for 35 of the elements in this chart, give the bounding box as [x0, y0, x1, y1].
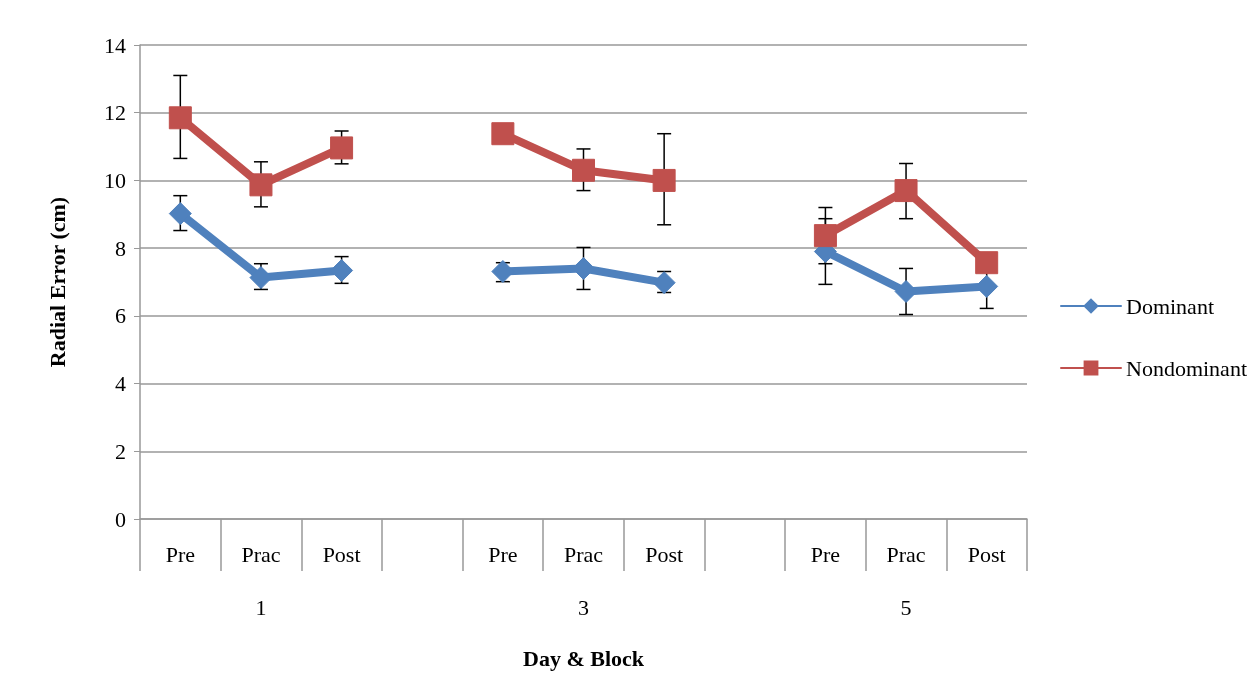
legend-label: Dominant — [1126, 293, 1215, 319]
text: 1 — [255, 594, 267, 620]
x-tick-label: Prac — [241, 541, 281, 567]
point — [572, 158, 595, 182]
text: 3 — [578, 594, 589, 620]
y-tick-label: 6 — [115, 303, 126, 329]
x-tick-label: Prac — [563, 541, 604, 567]
point — [491, 122, 515, 146]
point — [168, 106, 192, 130]
x-tick-label: Pre — [488, 541, 518, 567]
point — [572, 256, 595, 280]
x-tick-label: Post — [322, 541, 361, 567]
point — [330, 136, 354, 160]
point — [975, 251, 999, 275]
point — [894, 179, 918, 203]
y-tick-label: 0 — [115, 506, 126, 532]
x-tick-label: Prac — [886, 541, 926, 567]
y-tick-label: 10 — [104, 167, 126, 193]
point — [652, 168, 676, 192]
y-tick-label: 8 — [115, 235, 126, 261]
legend-label: Nondominant — [1126, 355, 1248, 381]
y-tick-label: 12 — [104, 100, 126, 126]
y-tick-label: 2 — [115, 438, 126, 464]
text: 5 — [900, 594, 912, 620]
x-tick-label: Pre — [810, 541, 841, 567]
y-tick-label: 14 — [104, 32, 126, 58]
y-axis-title: Radial Error (cm) — [44, 196, 70, 368]
point — [168, 202, 192, 226]
x-axis-title: Day & Block — [523, 645, 645, 671]
point — [813, 224, 837, 248]
x-tick-label: Pre — [165, 541, 195, 567]
y-tick-label: 4 — [115, 371, 126, 397]
x-tick-label: Post — [645, 541, 684, 567]
x-tick-label: Post — [967, 541, 1006, 567]
point — [249, 173, 273, 197]
